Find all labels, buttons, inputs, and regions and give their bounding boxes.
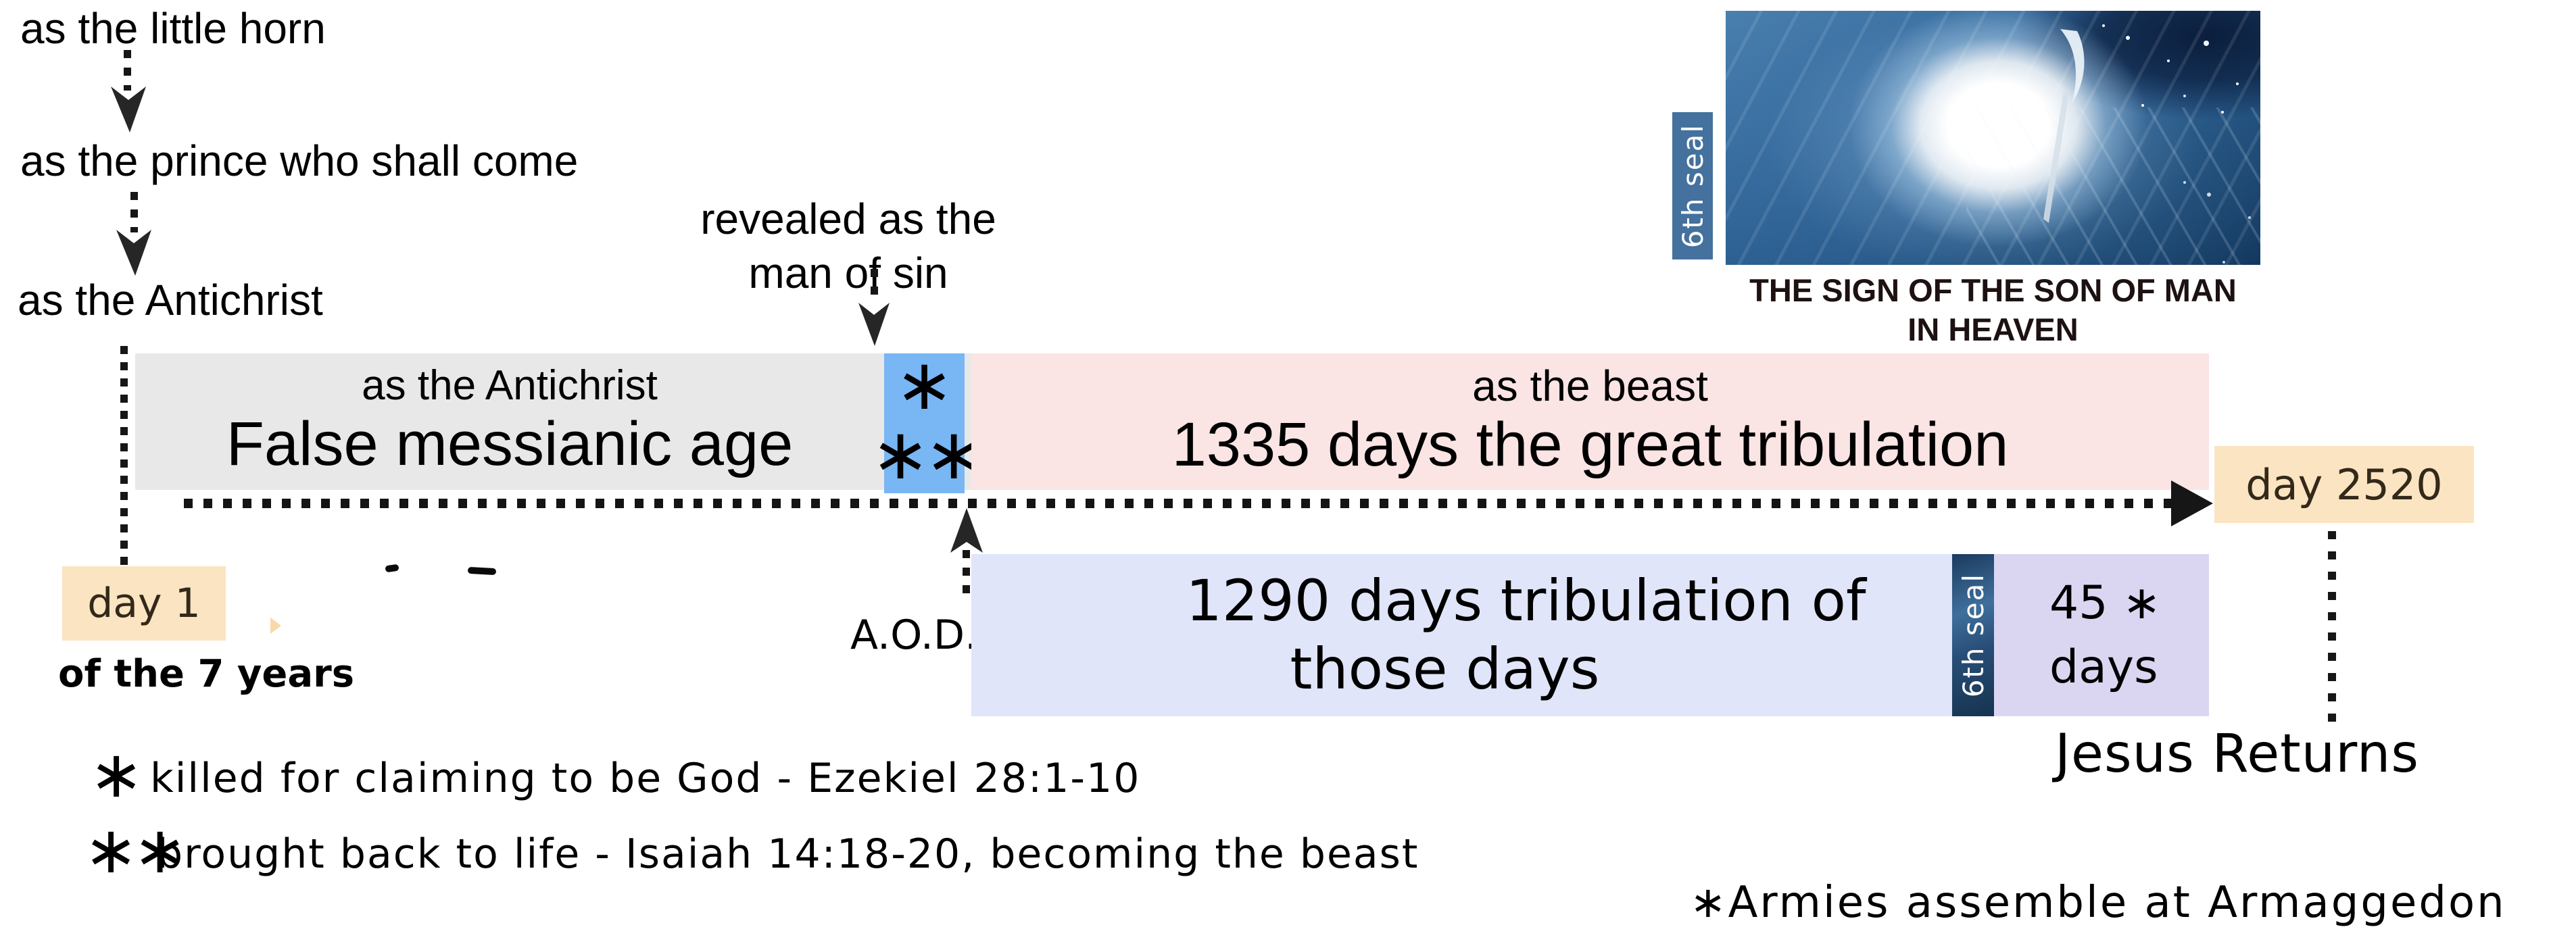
- sixth-seal-strip: 6th seal: [1952, 554, 1994, 716]
- arrow-down-icon: [858, 303, 890, 346]
- starfield: [2183, 181, 2186, 184]
- false-messianic-age-bar: as the Antichrist False messianic age: [135, 353, 971, 490]
- bar45-line2: days: [2049, 641, 2158, 694]
- bar45-line1: 45 ∗: [2049, 576, 2162, 630]
- day-1-sublabel: of the 7 years: [58, 652, 355, 696]
- revealed-line1: revealed as the: [700, 195, 996, 243]
- timeline-dotted-axis: [184, 499, 2171, 508]
- gray-bar-line2: False messianic age: [226, 409, 794, 479]
- starfield: [2102, 24, 2105, 27]
- role-prince: as the prince who shall come: [20, 136, 579, 185]
- son-of-man-image: [1726, 11, 2260, 265]
- sickle-icon: [2043, 29, 2085, 223]
- arrow-down-icon: [116, 230, 151, 276]
- light-streaks: [1966, 107, 2260, 265]
- dotted-connector-1: [124, 50, 131, 91]
- role-antichrist: as the Antichrist: [18, 276, 323, 324]
- armageddon-note: ∗Armies assemble at Armaggedon: [1690, 878, 2506, 928]
- dotted-connector-man-of-sin: [871, 269, 878, 304]
- role-little-horn: as the little horn: [20, 4, 326, 53]
- footnote1-marker: ∗: [89, 737, 144, 812]
- light-rays: [1726, 11, 2260, 265]
- sixth-seal-strip-label: 6th seal: [1956, 572, 1990, 698]
- artifact-mark: [467, 566, 497, 576]
- dotted-connector-aod: [963, 550, 970, 593]
- days-45-box: 45 ∗ days: [1994, 554, 2209, 716]
- jesus-returns-label: Jesus Returns: [2055, 724, 2419, 785]
- timeline-arrowhead-icon: [2171, 480, 2213, 526]
- artifact-triangle: [270, 618, 281, 634]
- gray-bar-line1: as the Antichrist: [362, 362, 658, 409]
- revived-star-marker: ∗∗: [871, 412, 983, 495]
- day-2520-box: day 2520: [2214, 446, 2474, 523]
- dotted-line-jesus-returns: [2328, 531, 2336, 722]
- sixth-seal-image-label: 6th seal: [1676, 123, 1709, 249]
- great-tribulation-bar: as the beast 1335 days the great tribula…: [971, 353, 2209, 490]
- arrow-down-icon: [111, 86, 146, 132]
- dotted-line-day1: [120, 346, 128, 566]
- day-1-box: day 1: [62, 566, 226, 641]
- footnote1-text: killed for claiming to be God - Ezekiel …: [150, 755, 1141, 802]
- footnote2-text: brought back to life - Isaiah 14:18-20, …: [157, 830, 1419, 878]
- bar1290-line2: those days: [1290, 636, 1600, 702]
- image-caption-line1: THE SIGN OF THE SON OF MAN: [1749, 272, 2237, 308]
- dotted-connector-2: [130, 192, 138, 232]
- bar1290-line1: 1290 days tribulation of: [1186, 568, 1866, 634]
- image-caption-line2: IN HEAVEN: [1907, 312, 2079, 347]
- artifact-mark: [385, 564, 399, 573]
- tribulation-1290-bar: 1290 days tribulation of those days: [971, 554, 1952, 716]
- arrow-up-icon: [950, 508, 983, 553]
- killed-star-marker: ∗: [894, 343, 954, 426]
- death-resurrection-marker-box: ∗ ∗∗: [871, 343, 983, 493]
- pink-bar-line2: 1335 days the great tribulation: [1171, 410, 2009, 480]
- footnote2-marker: ∗∗: [84, 812, 187, 888]
- revealed-man-of-sin-label: revealed as the man of sin: [646, 192, 1051, 300]
- revealed-line2: man of sin: [748, 249, 948, 297]
- sixth-seal-image-label-box: 6th seal: [1672, 112, 1713, 259]
- pink-bar-line1: as the beast: [1472, 361, 1708, 410]
